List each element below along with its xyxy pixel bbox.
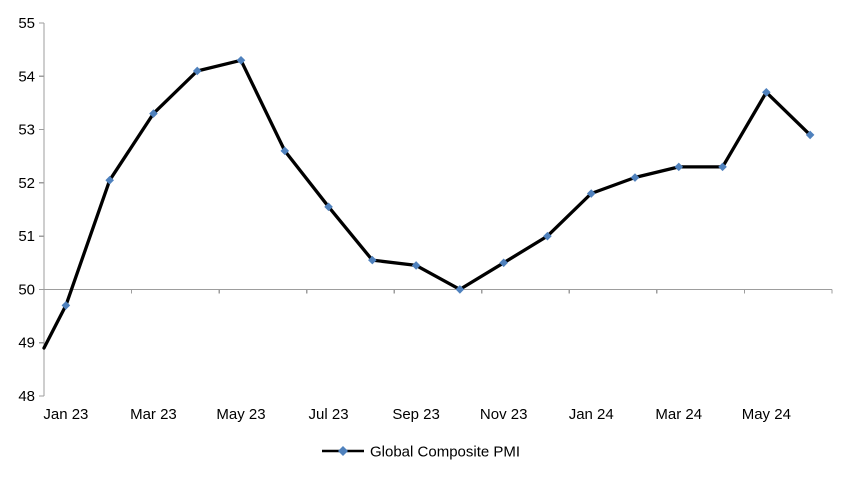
x-axis-tick-label: Nov 23 [480,406,528,423]
y-axis-tick-label: 52 [18,175,35,192]
y-axis-tick-label: 49 [18,335,35,352]
y-axis-tick-label: 51 [18,228,35,245]
data-point-marker [324,202,333,212]
data-point-marker [718,162,727,172]
pmi-series-line [42,58,812,350]
data-point-marker [105,175,114,185]
y-axis-tick-label: 50 [18,281,35,298]
y-axis-labels: 48 49 50 51 52 53 54 55 [18,15,35,405]
x-axis-tick-label: Sep 23 [392,406,440,423]
data-point-marker [586,189,596,198]
data-point-marker [499,258,508,268]
series-global-composite-pmi [42,56,815,350]
x-axis-labels: Jan 23 Mar 23 May 23 Jul 23 Sep 23 Nov 23 Jan … [43,406,791,423]
legend: Global Composite PMI [322,444,520,461]
data-point-marker [192,66,202,76]
x-axis-tick-label: May 24 [742,406,791,423]
y-axis-tick-label: 53 [18,122,35,139]
y-axis-tick-label: 55 [18,15,35,32]
y-axis-tick-label: 48 [18,388,35,405]
legend-label: Global Composite PMI [370,444,520,461]
data-point-marker [368,255,377,265]
y-axis-tick-label: 54 [18,68,35,85]
x-axis-tick-label: Jan 24 [569,406,614,423]
data-point-marker [630,173,640,182]
data-point-marker [411,261,421,270]
data-point-marker [149,109,158,118]
data-point-marker [280,146,290,156]
legend-diamond-icon [338,446,348,456]
x-axis-tick-label: Mar 24 [655,406,702,423]
data-point-marker [455,285,465,294]
data-point-marker [674,162,684,172]
axes-layer [39,22,833,397]
data-point-marker [762,87,771,97]
data-point-marker [805,130,815,140]
data-point-marker [543,231,552,241]
x-axis-tick-label: May 23 [216,406,265,423]
x-axis-tick-label: Jul 23 [309,406,349,423]
data-point-marker [236,56,246,65]
x-axis-tick-label: Jan 23 [43,406,88,423]
data-point-marker [61,301,71,310]
x-axis-tick-label: Mar 23 [130,406,177,423]
